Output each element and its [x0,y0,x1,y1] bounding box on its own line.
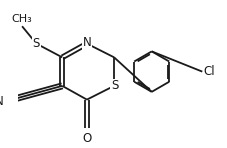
Text: O: O [82,132,91,144]
Text: Cl: Cl [204,65,215,78]
Text: CH₃: CH₃ [12,14,32,24]
Text: S: S [111,79,118,92]
Text: S: S [33,37,40,50]
Text: N: N [83,36,91,49]
Text: N: N [0,95,4,108]
